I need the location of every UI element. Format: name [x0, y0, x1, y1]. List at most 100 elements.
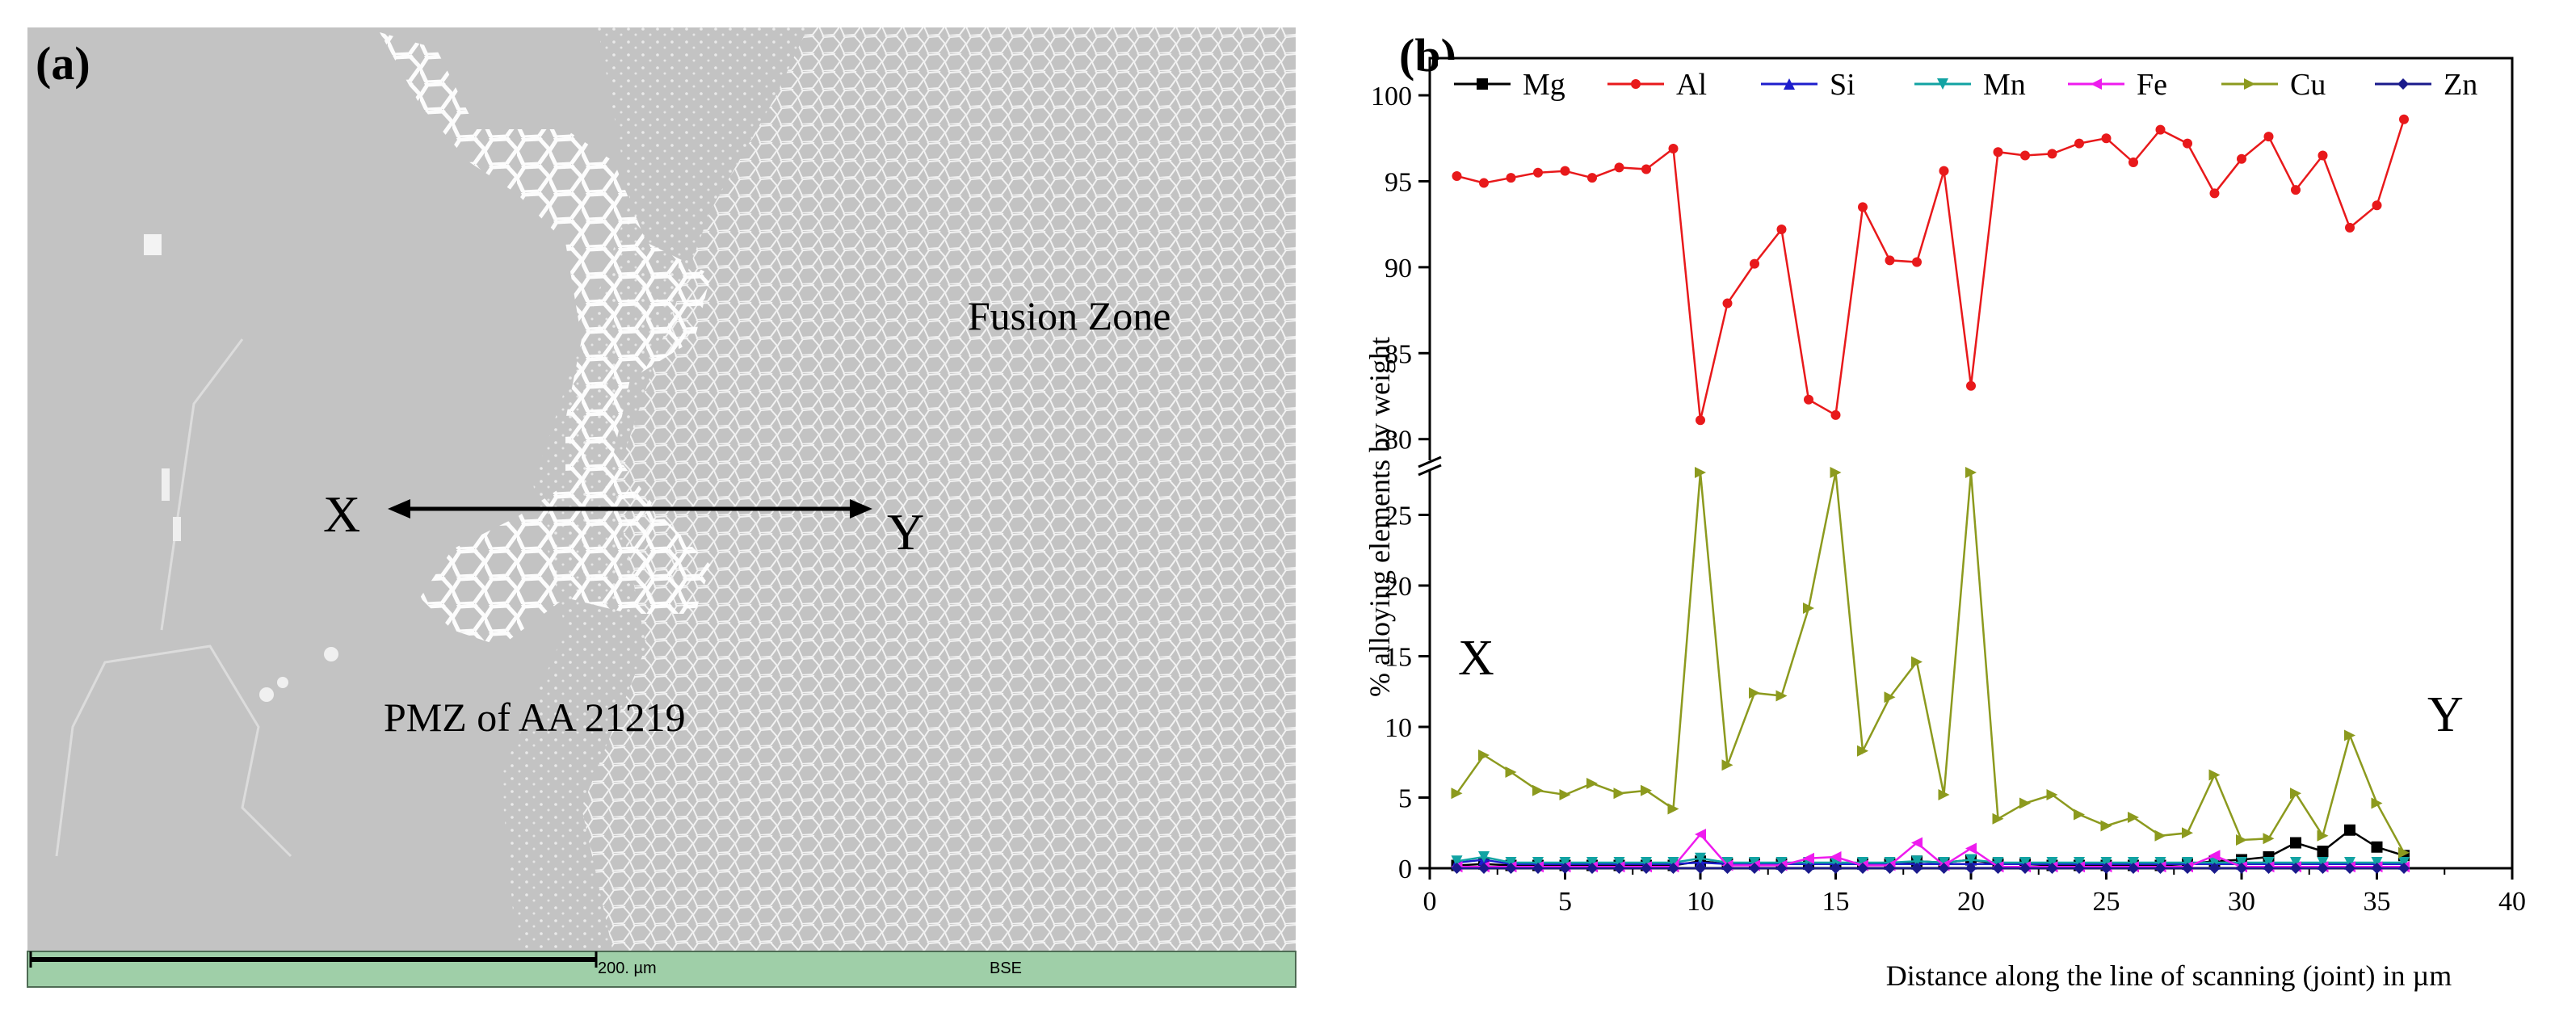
x-tick-label: 25	[2093, 887, 2120, 917]
x-tick-label: 10	[1687, 887, 1714, 917]
data-point-zn	[1532, 863, 1544, 874]
fusion-zone-label: Fusion Zone	[968, 293, 1170, 338]
data-point-al	[2399, 114, 2409, 124]
x-tick-label: 35	[2364, 887, 2391, 917]
data-point-zn	[1478, 863, 1490, 874]
x-tick-label: 30	[2228, 887, 2255, 917]
data-point-mg	[2371, 841, 2383, 853]
pmz-label: PMZ of AA 21219	[384, 695, 686, 740]
legend-label-al: Al	[1676, 68, 1707, 102]
data-point-al	[1993, 147, 2003, 157]
data-point-zn	[1775, 863, 1788, 874]
data-point-zn	[2074, 863, 2085, 874]
data-point-cu	[1938, 789, 1950, 800]
data-point-al	[1641, 164, 1651, 174]
legend-label-cu: Cu	[2290, 68, 2326, 102]
marker-y-a: Y	[887, 503, 924, 561]
data-point-al	[1939, 166, 1949, 176]
data-point-cu	[1884, 691, 1896, 703]
legend-label-fe: Fe	[2137, 68, 2167, 102]
data-point-mn	[1695, 852, 1706, 864]
data-point-zn	[1613, 863, 1625, 874]
data-point-zn	[1695, 863, 1706, 874]
data-point-al	[1696, 415, 1705, 426]
micrograph-texture	[55, 27, 1296, 956]
data-point-al	[2318, 150, 2328, 161]
data-point-cu	[1803, 603, 1814, 614]
data-point-fe	[1803, 852, 1814, 864]
data-point-al	[1722, 298, 1733, 309]
data-point-al	[1614, 162, 1624, 173]
series-line-cu	[1456, 472, 2406, 854]
data-point-mn	[1911, 855, 1923, 867]
data-point-cu	[1586, 778, 1598, 789]
data-point-al	[2183, 138, 2192, 149]
line-scan-chart: (b) % alloying elements by weight Distan…	[1364, 29, 2526, 992]
legend-marker-fe	[2091, 78, 2102, 90]
data-point-cu	[1911, 656, 1923, 668]
data-point-zn	[1559, 863, 1571, 874]
data-point-cu	[2019, 797, 2031, 809]
data-point-fe	[1830, 851, 1842, 863]
data-point-cu	[2074, 808, 2085, 821]
y-tick-label: 25	[1385, 502, 1412, 531]
data-point-zn	[1965, 863, 1977, 874]
data-point-al	[1560, 166, 1570, 176]
data-point-al	[1885, 255, 1895, 266]
data-point-cu	[2317, 829, 2329, 842]
data-point-cu	[1559, 789, 1571, 800]
data-point-al	[2345, 222, 2355, 233]
data-point-cu	[1992, 813, 2004, 825]
legend-marker-al	[1631, 79, 1641, 89]
scale-bar-strip	[27, 951, 1296, 988]
data-point-cu	[2398, 846, 2410, 859]
data-point-zn	[2371, 863, 2383, 874]
data-point-zn	[2290, 863, 2301, 874]
data-point-al	[2372, 200, 2382, 211]
data-point-al	[1912, 257, 1922, 267]
data-point-mn	[1451, 855, 1463, 867]
data-point-cu	[2208, 769, 2221, 781]
data-point-zn	[1641, 863, 1652, 874]
data-point-cu	[1830, 467, 1842, 478]
legend-marker-zn	[2397, 78, 2409, 90]
data-point-cu	[2263, 833, 2275, 845]
data-point-cu	[1505, 766, 1517, 778]
data-point-al	[1452, 171, 1462, 182]
legend-label-zn: Zn	[2444, 68, 2477, 102]
legend-marker-mg	[1477, 78, 1488, 90]
data-point-cu	[1749, 687, 1760, 699]
data-point-cu	[2371, 797, 2383, 809]
detector-label: BSE	[990, 960, 1022, 977]
data-point-cu	[1613, 787, 1625, 800]
data-point-al	[2047, 149, 2057, 159]
data-point-zn	[1803, 863, 1814, 874]
series-line-mg	[1456, 829, 2405, 867]
marker-x-b: X	[1458, 631, 1494, 686]
data-point-mn	[1965, 854, 1977, 866]
data-point-zn	[2208, 863, 2221, 874]
y-axis-title: % alloying elements by weight	[1364, 337, 1396, 697]
data-point-cu	[1667, 803, 1679, 815]
x-tick-label: 0	[1423, 887, 1437, 917]
data-point-zn	[1721, 863, 1733, 874]
data-point-cu	[1695, 467, 1706, 478]
micrograph-svg: (a) Fusion Zone PMZ of AA 21219 X Y 200.…	[27, 27, 1296, 988]
series-line-al	[1456, 119, 2406, 421]
data-point-zn	[1938, 863, 1950, 874]
legend-marker-mn	[1937, 78, 1948, 90]
data-point-al	[1776, 225, 1787, 235]
data-point-cu	[2154, 829, 2166, 842]
data-point-zn	[2100, 863, 2112, 874]
data-point-fe	[1965, 842, 1977, 855]
data-point-cu	[1532, 784, 1544, 796]
data-point-cu	[2128, 812, 2139, 823]
data-point-zn	[2236, 863, 2247, 874]
data-point-cu	[2182, 827, 2193, 839]
data-point-al	[2101, 133, 2112, 144]
data-point-cu	[1965, 467, 1977, 478]
y-tick-label: 80	[1385, 426, 1412, 456]
y-tick-label: 85	[1385, 339, 1412, 369]
data-point-zn	[1586, 863, 1598, 874]
line-scan-chart-panel: (b) % alloying elements by weight Distan…	[1325, 0, 2576, 1008]
